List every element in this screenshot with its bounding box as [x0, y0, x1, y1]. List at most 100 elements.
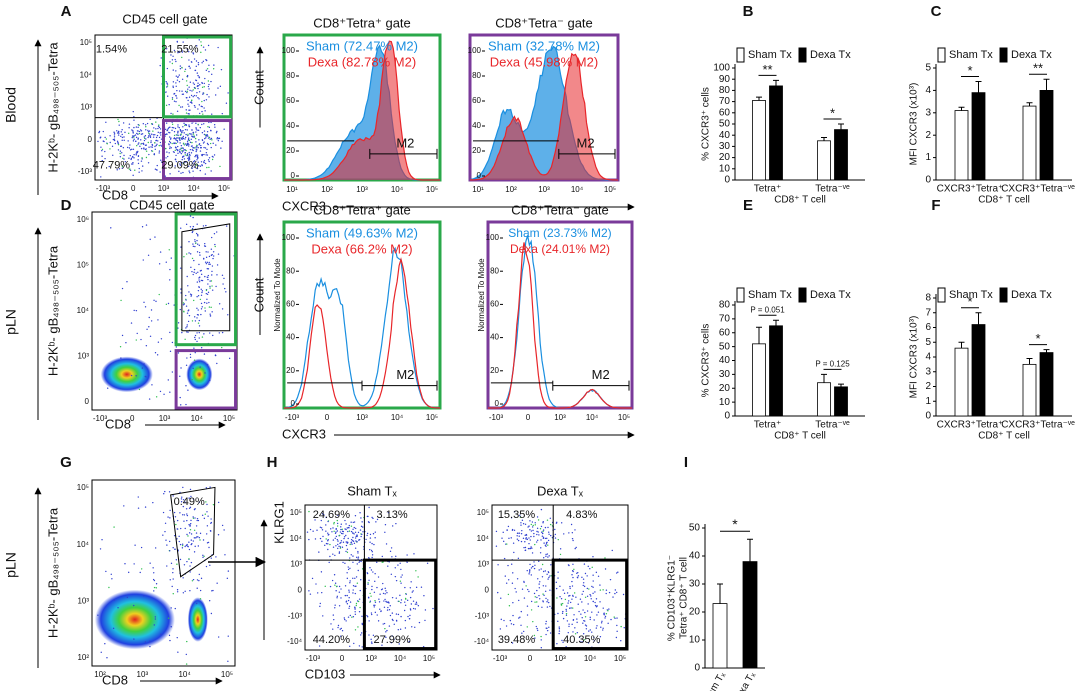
- event-dot: [207, 278, 209, 281]
- y-tick-label: 60: [490, 300, 499, 309]
- event-dot: [349, 580, 351, 582]
- event-dot: [204, 372, 206, 374]
- event-dot: [152, 134, 155, 136]
- event-dot: [412, 607, 415, 610]
- event-dot: [332, 527, 334, 529]
- event-dot: [206, 364, 209, 366]
- event-dot: [182, 486, 184, 489]
- event-dot: [339, 531, 342, 533]
- event-dot: [385, 600, 387, 603]
- event-dot: [398, 643, 400, 645]
- event-dot: [210, 612, 213, 615]
- event-dot: [542, 593, 544, 595]
- event-dot: [536, 539, 539, 542]
- event-dot: [353, 642, 355, 645]
- event-dot: [190, 539, 193, 541]
- event-dot: [203, 517, 206, 520]
- event-dot: [188, 170, 190, 172]
- event-dot: [562, 610, 564, 613]
- event-dot: [165, 80, 167, 83]
- event-dot: [170, 626, 172, 628]
- event-dot: [192, 516, 194, 518]
- event-dot: [541, 576, 544, 578]
- event-dot: [532, 620, 534, 623]
- y-tick-label: 0: [291, 399, 296, 408]
- event-dot: [511, 582, 514, 584]
- event-dot: [201, 139, 204, 141]
- event-dot: [169, 331, 171, 334]
- event-dot: [180, 172, 182, 174]
- event-dot: [200, 308, 203, 310]
- event-dot: [543, 594, 545, 597]
- event-dot: [140, 568, 143, 570]
- event-dot: [615, 591, 618, 594]
- event-dot: [334, 554, 336, 557]
- event-dot: [140, 133, 143, 135]
- event-dot: [139, 571, 141, 574]
- event-dot: [205, 69, 208, 72]
- event-dot: [344, 528, 346, 530]
- event-dot: [198, 98, 200, 100]
- event-dot: [179, 148, 181, 151]
- event-dot: [195, 79, 197, 81]
- event-dot: [189, 109, 191, 111]
- event-dot: [123, 136, 125, 138]
- event-dot: [205, 152, 208, 154]
- y-tick-label: 10⁵: [77, 261, 89, 270]
- event-dot: [355, 602, 358, 605]
- event-dot: [201, 336, 204, 338]
- event-dot: [208, 301, 210, 304]
- event-dot: [142, 259, 144, 261]
- event-dot: [196, 144, 198, 147]
- event-dot: [399, 594, 401, 597]
- event-dot: [196, 281, 199, 283]
- y-tick-label: 80: [286, 266, 295, 275]
- event-dot: [529, 570, 531, 572]
- event-dot: [308, 590, 310, 592]
- event-dot: [162, 534, 164, 536]
- x-tick-label: -10³: [306, 654, 321, 663]
- event-dot: [196, 129, 198, 131]
- event-dot: [97, 140, 99, 143]
- event-dot: [119, 346, 122, 348]
- event-dot: [146, 122, 149, 125]
- event-dot: [185, 253, 188, 255]
- event-dot: [196, 72, 199, 74]
- event-dot: [185, 403, 187, 406]
- event-dot: [596, 614, 598, 616]
- event-dot: [185, 305, 188, 307]
- y-tick-label: 0: [88, 135, 93, 144]
- event-dot: [185, 663, 188, 665]
- event-dot: [179, 164, 182, 166]
- y-tick-label: 60: [286, 96, 295, 105]
- event-dot: [201, 62, 203, 64]
- event-dot: [190, 294, 193, 296]
- event-dot: [151, 150, 154, 152]
- event-dot: [175, 154, 177, 157]
- event-dot: [208, 96, 210, 98]
- event-dot: [398, 600, 400, 603]
- event-dot: [203, 301, 206, 304]
- event-dot: [573, 592, 576, 594]
- event-dot: [346, 572, 348, 574]
- event-dot: [133, 138, 135, 140]
- event-dot: [208, 306, 211, 308]
- event-dot: [586, 610, 589, 612]
- event-dot: [182, 129, 184, 132]
- event-dot: [391, 612, 394, 614]
- event-dot: [601, 620, 603, 623]
- event-dot: [227, 570, 230, 572]
- event-dot: [507, 564, 509, 567]
- event-dot: [207, 291, 210, 294]
- event-dot: [582, 590, 584, 593]
- event-dot: [360, 535, 362, 538]
- event-dot: [345, 620, 347, 622]
- event-dot: [360, 517, 362, 519]
- event-dot: [164, 490, 166, 493]
- event-dot: [603, 613, 605, 615]
- event-dot: [202, 60, 205, 63]
- event-dot: [614, 592, 616, 595]
- event-dot: [144, 144, 147, 146]
- event-dot: [215, 132, 218, 134]
